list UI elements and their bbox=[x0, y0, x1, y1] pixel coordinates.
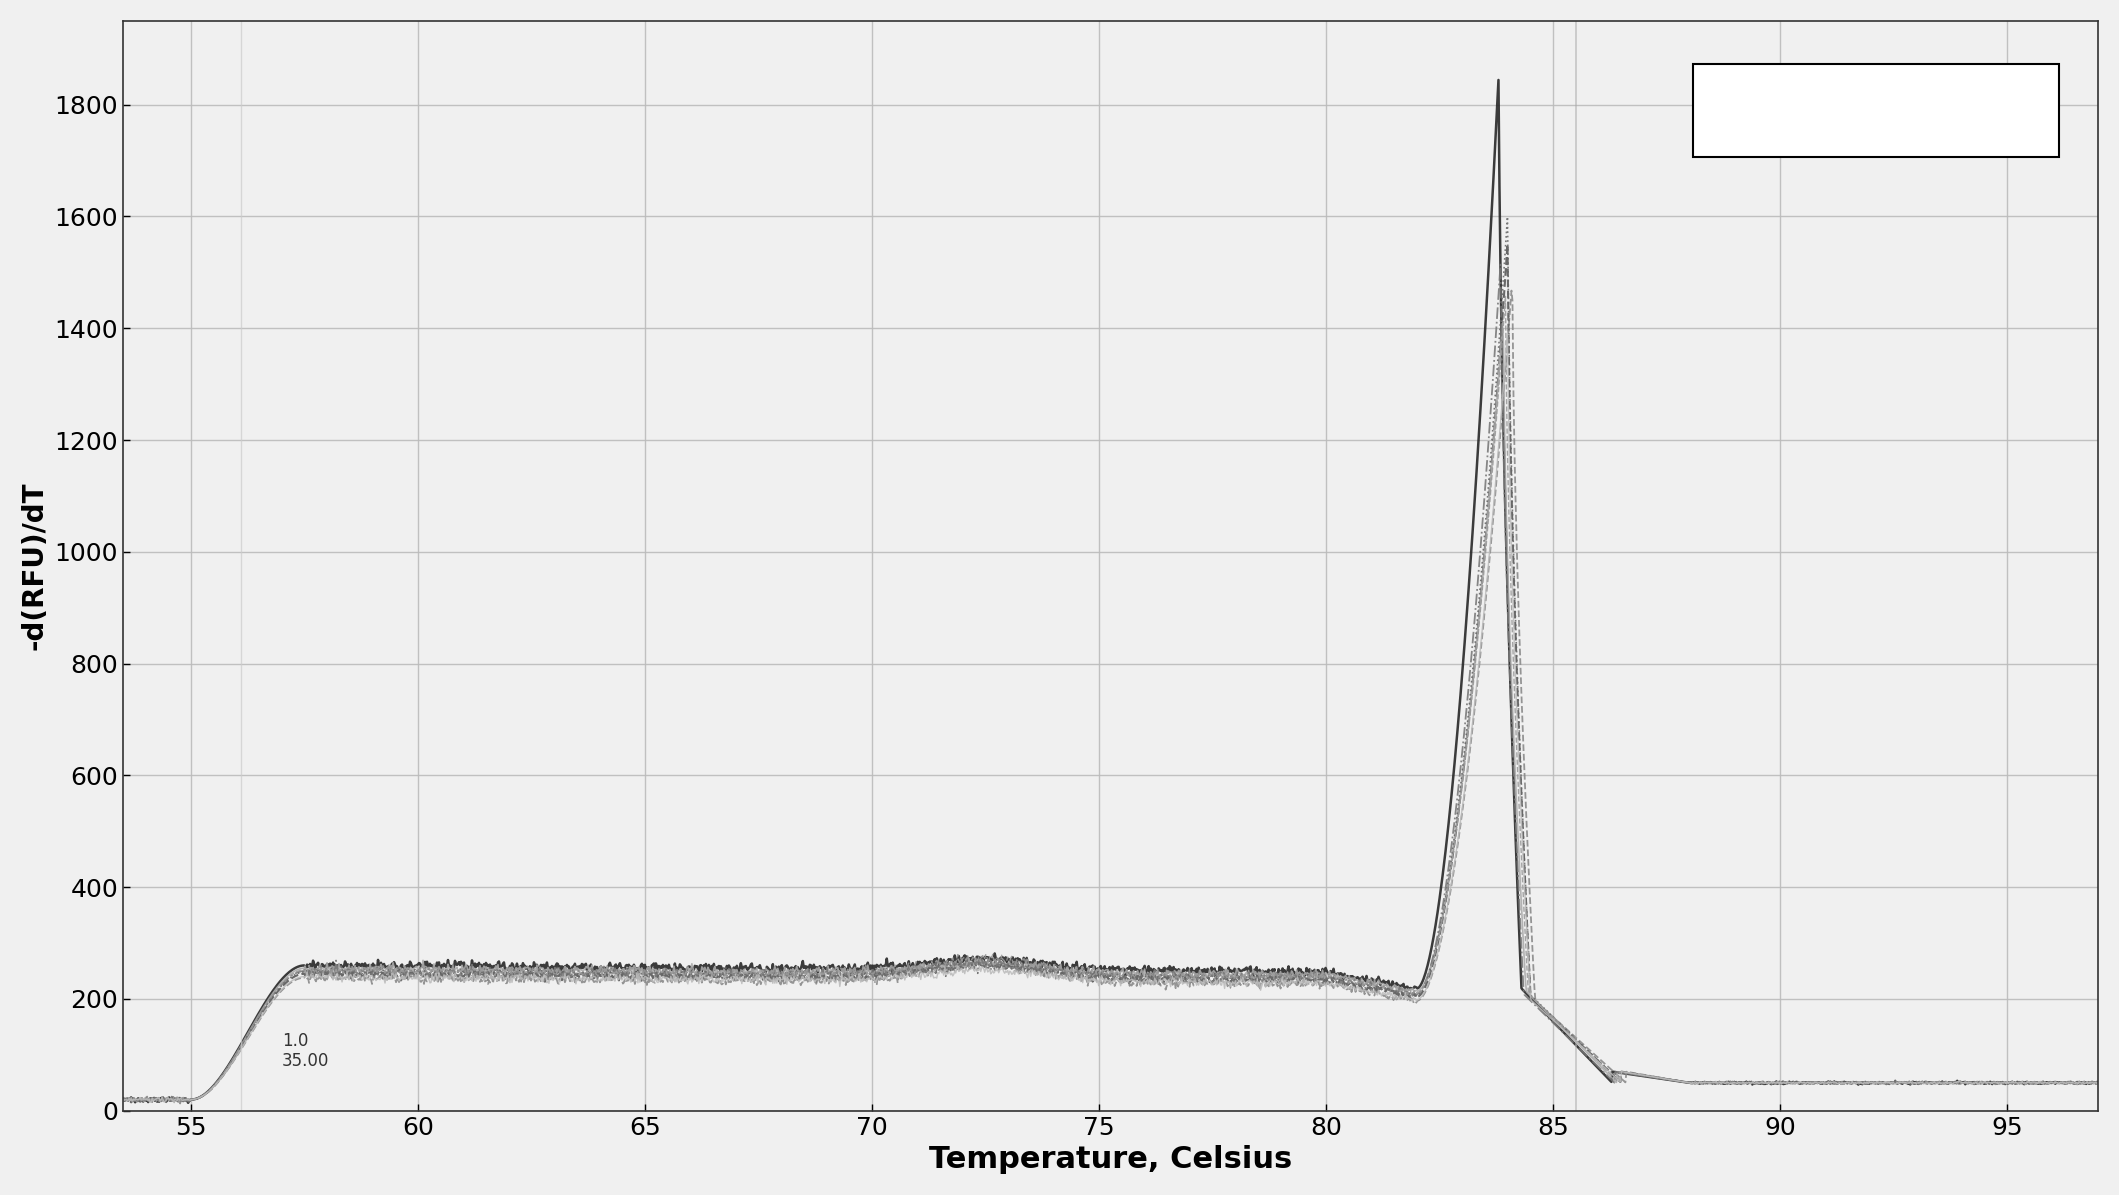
X-axis label: Temperature, Celsius: Temperature, Celsius bbox=[928, 1145, 1293, 1175]
Text: 1.0: 1.0 bbox=[282, 1032, 307, 1050]
FancyBboxPatch shape bbox=[1693, 65, 2060, 157]
Y-axis label: -d(RFU)/dT: -d(RFU)/dT bbox=[21, 482, 49, 650]
Text: 35.00: 35.00 bbox=[282, 1052, 328, 1070]
